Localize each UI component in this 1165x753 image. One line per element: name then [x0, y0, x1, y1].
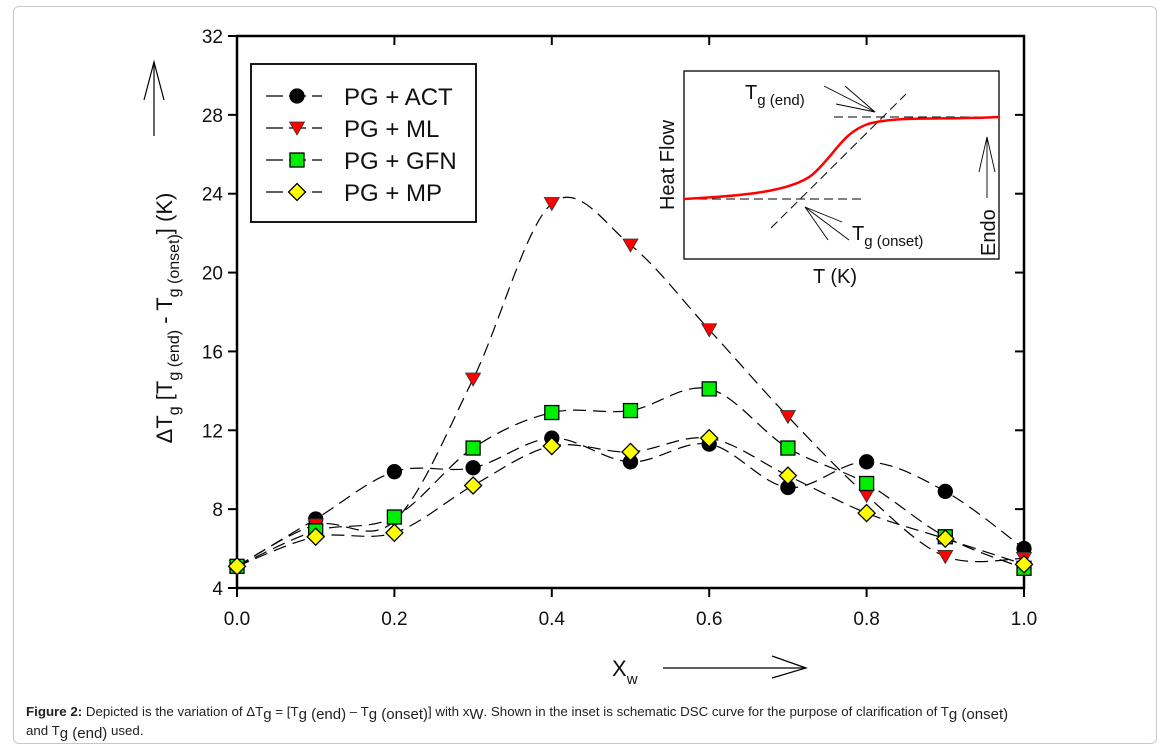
- data-point-pg-mp: [384, 523, 404, 543]
- y-tick-label: 20: [202, 264, 223, 285]
- data-point-pg-mp: [542, 436, 562, 456]
- x-axis-title: Xw: [612, 656, 638, 688]
- figure-frame: [13, 6, 1157, 744]
- legend-marker-pg-ml: [288, 121, 306, 136]
- figure-label: Figure 2:: [26, 704, 83, 719]
- data-point-pg-mp: [699, 428, 719, 448]
- inset-dsc-curve: [683, 115, 1000, 201]
- endo-label: Endo: [978, 209, 1000, 256]
- inset-x-label: T (K): [813, 266, 857, 288]
- data-point-pg-ml: [779, 410, 797, 425]
- x-tick-label: 0.6: [696, 609, 722, 630]
- plot-area: [235, 34, 1026, 590]
- data-point-pg-ml: [543, 197, 560, 212]
- data-point-pg-mp: [306, 527, 326, 547]
- chart: 4 8 12 16 20 24 28 32 0.0 0.2 0.4 0.6 0.8 1.0 ΔTg [Tg…: [143, 27, 1037, 688]
- tg-onset-pointer: [804, 206, 850, 241]
- data-point-pg-mp: [463, 476, 483, 495]
- legend-marker-pg-act: [289, 88, 305, 104]
- inset-y-label: Heat Flow: [657, 119, 679, 210]
- data-point-pg-gfn: [622, 402, 639, 419]
- endo-arrow: [978, 136, 996, 198]
- data-point-pg-gfn: [858, 475, 875, 492]
- data-point-pg-ml: [701, 323, 718, 338]
- y-axis-title: ΔTg [Tg (end) - Tg (onset)] (K): [152, 193, 183, 444]
- x-tick-label: 0.4: [539, 609, 566, 630]
- data-point-pg-ml: [937, 550, 954, 565]
- tg-end-label: Tg (end): [745, 82, 805, 109]
- series-line-pg-gfn: [237, 387, 1024, 569]
- tg-onset-label: Tg (onset): [852, 223, 923, 250]
- tg-end-pointer: [823, 85, 876, 113]
- data-point-pg-act: [465, 460, 481, 476]
- data-point-pg-act: [937, 483, 953, 500]
- x-tick-label: 0.0: [224, 609, 250, 630]
- y-tick-label: 12: [202, 421, 223, 442]
- data-point-pg-gfn: [701, 381, 717, 397]
- x-tick-label: 1.0: [1011, 609, 1037, 630]
- x-axis-arrow: [663, 655, 808, 679]
- inset-tangent-line: [770, 93, 907, 229]
- data-point-pg-mp: [1014, 554, 1034, 574]
- data-point-pg-mp: [621, 442, 640, 462]
- y-tick-label: 28: [202, 106, 223, 127]
- data-point-pg-mp: [935, 529, 955, 549]
- data-point-pg-mp: [778, 466, 798, 486]
- data-point-pg-act: [858, 454, 875, 470]
- y-tick-label: 16: [202, 342, 223, 363]
- data-point-pg-ml: [464, 372, 482, 387]
- legend-label: PG + GFN: [344, 148, 457, 175]
- series-line-pg-ml: [237, 196, 1024, 567]
- data-point-pg-gfn: [386, 509, 403, 525]
- svg-text:ΔTg [Tg (end) - Tg (onset)] (K: ΔTg [Tg (end) - Tg (onset)] (K): [152, 193, 183, 444]
- legend-marker-pg-gfn: [289, 152, 305, 168]
- legend: PG + ACT PG + ML PG + GFN PG + MP: [250, 63, 477, 223]
- data-point-pg-mp: [227, 556, 247, 576]
- legend-marker-pg-mp: [287, 182, 307, 202]
- inset-dsc-schematic: Tg (end) Tg (onset) Heat Flow T (K) Endo: [657, 70, 1000, 288]
- x-tick-label: 0.8: [853, 609, 879, 630]
- data-point-pg-ml: [858, 488, 875, 504]
- data-point-pg-ml: [622, 238, 639, 253]
- data-point-pg-mp: [857, 503, 877, 523]
- legend-label: PG + MP: [344, 180, 442, 207]
- figure-caption: Figure 2: Depicted is the variation of Δ…: [26, 704, 1009, 742]
- legend-label: PG + ACT: [344, 84, 453, 111]
- y-tick-label: 24: [202, 185, 224, 206]
- x-tick-label: 0.2: [381, 609, 407, 630]
- data-point-pg-gfn: [544, 404, 560, 421]
- y-tick-label: 32: [202, 27, 223, 48]
- data-point-pg-gfn: [465, 440, 481, 456]
- data-point-pg-act: [386, 464, 403, 480]
- legend-label: PG + ML: [344, 116, 439, 143]
- y-axis-arrow: [143, 59, 165, 136]
- data-point-pg-gfn: [780, 440, 796, 456]
- y-tick-label: 8: [212, 500, 223, 521]
- y-tick-label: 4: [212, 579, 223, 600]
